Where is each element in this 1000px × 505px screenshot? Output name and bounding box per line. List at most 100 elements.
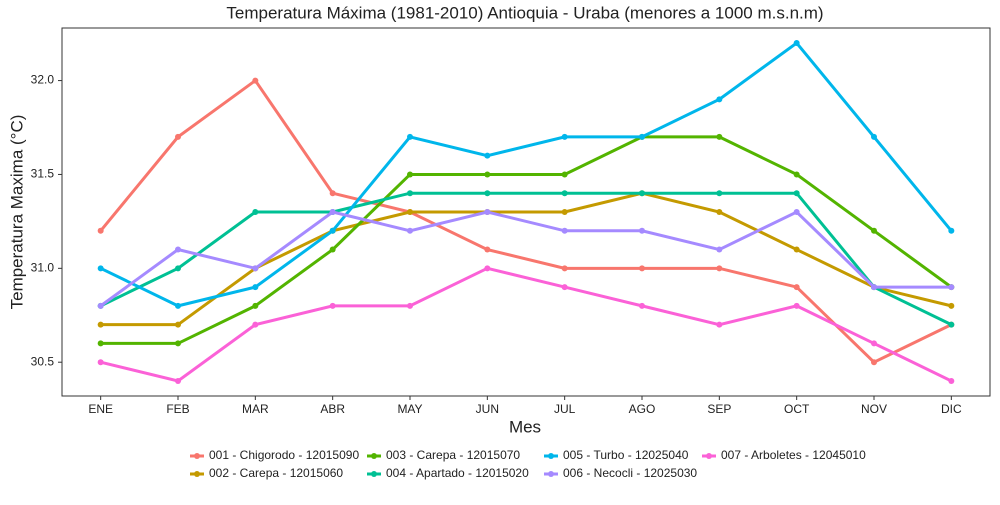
point [871, 284, 877, 291]
y-tick-label: 31.5 [31, 167, 55, 181]
legend-swatch-point [194, 453, 200, 459]
point [639, 227, 645, 234]
point [871, 340, 877, 347]
point [948, 302, 955, 309]
point [639, 190, 645, 197]
point [484, 190, 491, 197]
y-tick-label: 32.0 [31, 73, 55, 87]
point [948, 227, 955, 234]
legend-swatch-point [371, 453, 377, 459]
point [329, 246, 336, 253]
legend-label: 006 - Necocli - 12025030 [563, 466, 697, 480]
point [484, 246, 491, 253]
point [329, 302, 336, 309]
point [793, 302, 800, 309]
point [871, 133, 877, 140]
point [484, 209, 491, 215]
point [484, 152, 491, 159]
x-tick-label: AGO [629, 402, 656, 416]
point [639, 133, 645, 140]
point [793, 246, 800, 253]
point [407, 227, 413, 234]
point [252, 265, 259, 272]
series-line [100, 191, 952, 327]
x-tick-label: JUN [476, 402, 499, 416]
point [329, 209, 336, 215]
point [175, 377, 181, 384]
point [175, 246, 181, 253]
x-tick-label: ABR [320, 402, 345, 416]
point [948, 377, 955, 384]
legend-label: 007 - Arboletes - 12045010 [721, 448, 866, 462]
point [716, 190, 723, 197]
point [252, 284, 259, 291]
point [407, 190, 413, 197]
point [639, 265, 645, 272]
series-line [100, 191, 952, 327]
x-tick-label: OCT [784, 402, 810, 416]
legend-swatch-point [371, 471, 377, 477]
point [561, 171, 568, 178]
series-line [100, 266, 952, 383]
point [329, 190, 336, 197]
x-axis-label: Mes [509, 417, 541, 436]
y-tick-label: 30.5 [31, 354, 55, 368]
point [716, 133, 723, 140]
legend-label: 002 - Carepa - 12015060 [209, 466, 343, 480]
legend-label: 001 - Chigorodo - 12015090 [209, 448, 359, 462]
chart-title: Temperatura Máxima (1981-2010) Antioquia… [226, 3, 823, 22]
point [716, 96, 723, 103]
legend-label: 005 - Turbo - 12025040 [563, 448, 689, 462]
series-line [100, 135, 953, 345]
point [175, 133, 181, 140]
point [407, 133, 413, 140]
x-tick-label: NOV [861, 402, 887, 416]
y-axis-label: Temperatura Maxima (°C) [7, 115, 26, 310]
point [97, 340, 104, 347]
legend-label: 004 - Apartado - 12015020 [386, 466, 529, 480]
x-tick-label: DIC [941, 402, 962, 416]
series-line [100, 40, 953, 308]
point [793, 209, 800, 215]
point [252, 77, 259, 84]
point [252, 302, 259, 309]
point [639, 302, 645, 309]
point [407, 171, 413, 178]
point [175, 265, 181, 272]
legend-label: 003 - Carepa - 12015070 [386, 448, 520, 462]
legend-swatch-point [548, 453, 554, 459]
x-tick-label: SEP [707, 402, 731, 416]
point [175, 302, 181, 309]
point [561, 265, 568, 272]
point [484, 171, 491, 178]
point [793, 284, 800, 291]
x-tick-label: MAY [397, 402, 422, 416]
point [484, 265, 491, 272]
point [948, 321, 955, 328]
legend-swatch-point [194, 471, 200, 477]
point [97, 321, 104, 328]
point [97, 227, 104, 234]
point [871, 359, 877, 366]
series-line [99, 78, 952, 365]
point [871, 227, 877, 234]
y-tick-label: 31.0 [31, 260, 55, 274]
point [97, 302, 104, 309]
legend-swatch-point [548, 471, 554, 477]
point [716, 265, 723, 272]
point [561, 284, 568, 291]
point [97, 359, 104, 366]
point [175, 321, 181, 328]
point [716, 321, 723, 328]
point [329, 227, 336, 234]
x-tick-label: FEB [166, 402, 189, 416]
point [175, 340, 181, 347]
point [793, 171, 800, 178]
point [561, 227, 568, 234]
point [716, 209, 723, 215]
legend-swatch-point [706, 453, 712, 459]
series-line [99, 210, 952, 308]
point [252, 209, 259, 215]
point [793, 40, 800, 47]
